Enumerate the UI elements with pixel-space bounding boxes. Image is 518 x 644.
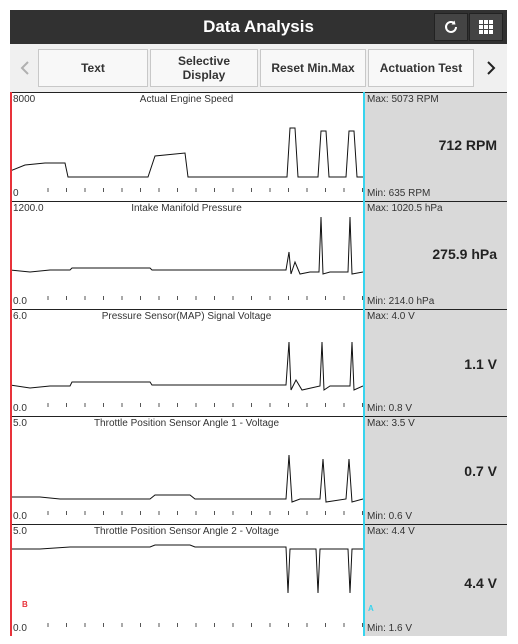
trend-line	[10, 216, 363, 300]
scroll-left-button[interactable]	[12, 44, 38, 92]
graph-area[interactable]: 1200.0 0.0 Intake Manifold Pressure	[10, 202, 363, 309]
trend-line	[10, 127, 363, 192]
y-axis-max: 5.0	[13, 526, 27, 537]
toolbar: Text Selective Display Reset Min.Max Act…	[10, 44, 507, 93]
title-bar: Data Analysis	[10, 10, 507, 44]
current-value: 712 RPM	[438, 137, 497, 153]
min-value: Min: 0.6 V	[367, 511, 413, 522]
graph-title: Actual Engine Speed	[139, 94, 234, 105]
graph-panel[interactable]: 1200.0 0.0 Intake Manifold Pressure Max:…	[10, 201, 507, 309]
y-axis-min: 0.0	[13, 623, 27, 634]
graph-title: Pressure Sensor(MAP) Signal Voltage	[101, 311, 272, 322]
graph-title: Intake Manifold Pressure	[131, 203, 242, 214]
value-panel: Max: 5073 RPM 712 RPM Min: 635 RPM	[363, 93, 507, 201]
value-panel: Max: 4.4 V 4.4 V Min: 1.6 V	[363, 525, 507, 636]
chevron-right-icon	[487, 61, 496, 75]
graph-panel[interactable]: 6.0 0.0 Pressure Sensor(MAP) Signal Volt…	[10, 309, 507, 416]
selective-display-button[interactable]: Selective Display	[150, 49, 258, 87]
current-value: 275.9 hPa	[432, 246, 497, 262]
y-axis-max: 8000	[13, 94, 36, 105]
y-axis-min: 0.0	[13, 511, 27, 522]
current-value: 0.7 V	[464, 463, 497, 479]
scroll-right-button[interactable]	[478, 44, 504, 92]
current-value: 1.1 V	[464, 356, 497, 372]
max-value: Max: 4.4 V	[367, 526, 415, 537]
y-axis-max: 6.0	[13, 311, 27, 322]
max-value: Max: 3.5 V	[367, 418, 415, 429]
max-value: Max: 5073 RPM	[367, 94, 439, 105]
chevron-left-icon	[20, 61, 29, 75]
min-value: Min: 1.6 V	[367, 623, 413, 634]
y-axis-min: 0.0	[13, 296, 27, 307]
graph-area[interactable]: 5.0 0.0 Throttle Position Sensor Angle 1…	[10, 417, 363, 524]
y-axis-max: 5.0	[13, 418, 27, 429]
trend-line	[10, 341, 363, 407]
value-panel: Max: 3.5 V 0.7 V Min: 0.6 V	[363, 417, 507, 524]
max-value: Max: 1020.5 hPa	[367, 203, 443, 214]
graph-area[interactable]: 6.0 0.0 Pressure Sensor(MAP) Signal Volt…	[10, 310, 363, 416]
y-axis-min: 0.0	[13, 403, 27, 414]
graph-panel[interactable]: 5.0 0.0 Throttle Position Sensor Angle 1…	[10, 416, 507, 524]
actuation-test-button[interactable]: Actuation Test	[368, 49, 474, 87]
cursor-a-label: A	[368, 604, 374, 613]
refresh-button[interactable]	[434, 13, 468, 41]
max-value: Max: 4.0 V	[367, 311, 415, 322]
value-panel: Max: 1020.5 hPa 275.9 hPa Min: 214.0 hPa	[363, 202, 507, 309]
graph-title: Throttle Position Sensor Angle 2 - Volta…	[93, 526, 280, 537]
graph-panel[interactable]: 5.0 0.0 Throttle Position Sensor Angle 2…	[10, 524, 507, 636]
graph-area[interactable]: 8000 0 Actual Engine Speed	[10, 93, 363, 201]
min-value: Min: 0.8 V	[367, 403, 413, 414]
graph-area[interactable]: 5.0 0.0 Throttle Position Sensor Angle 2…	[10, 525, 363, 636]
graph-panel[interactable]: 8000 0 Actual Engine Speed Max: 5073 RPM…	[10, 92, 507, 201]
trend-line	[10, 454, 363, 515]
current-value: 4.4 V	[464, 575, 497, 591]
y-axis-min: 0	[13, 188, 19, 199]
refresh-icon	[445, 20, 457, 33]
graph-title: Throttle Position Sensor Angle 1 - Volta…	[93, 418, 280, 429]
min-value: Min: 214.0 hPa	[367, 296, 435, 307]
text-button[interactable]: Text	[38, 49, 148, 87]
reset-min-max-button[interactable]: Reset Min.Max	[260, 49, 366, 87]
grid-menu-button[interactable]	[469, 13, 503, 41]
grid-menu-icon	[479, 20, 493, 34]
cursor-b-line[interactable]	[10, 92, 12, 636]
min-value: Min: 635 RPM	[367, 188, 431, 199]
cursor-a-line[interactable]	[363, 92, 365, 636]
trend-line	[10, 544, 363, 627]
value-panel: Max: 4.0 V 1.1 V Min: 0.8 V	[363, 310, 507, 416]
page-title: Data Analysis	[203, 17, 314, 36]
cursor-b-label: B	[22, 600, 28, 609]
y-axis-max: 1200.0	[13, 203, 44, 214]
